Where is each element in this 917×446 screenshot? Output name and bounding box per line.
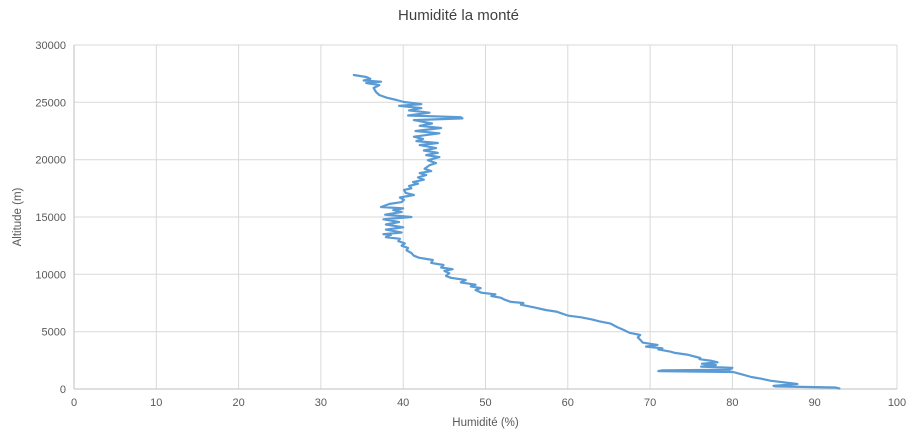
y-tick-label: 5000 xyxy=(42,327,66,339)
x-tick-label: 80 xyxy=(726,397,738,409)
x-tick-label: 40 xyxy=(397,397,409,409)
x-tick-label: 0 xyxy=(71,397,77,409)
x-tick-label: 70 xyxy=(644,397,656,409)
x-tick-labels: 0 10 20 30 40 50 60 70 80 90 100 xyxy=(71,397,906,409)
y-tick-label: 30000 xyxy=(35,40,66,52)
x-axis-title: Humidité (%) xyxy=(452,417,519,429)
y-tick-label: 25000 xyxy=(35,97,66,109)
x-tick-label: 100 xyxy=(888,397,906,409)
x-tick-label: 20 xyxy=(232,397,244,409)
y-tick-label: 20000 xyxy=(35,155,66,167)
x-tick-label: 30 xyxy=(315,397,327,409)
x-tick-label: 90 xyxy=(809,397,821,409)
humidity-profile-line xyxy=(352,73,841,390)
x-tick-label: 60 xyxy=(562,397,574,409)
y-tick-labels: 0 5000 10000 15000 20000 25000 30000 xyxy=(35,40,66,396)
y-tick-label: 15000 xyxy=(35,212,66,224)
gridlines xyxy=(74,44,898,389)
y-tick-label: 10000 xyxy=(35,269,66,281)
y-tick-label: 0 xyxy=(60,384,66,396)
x-tick-label: 50 xyxy=(479,397,491,409)
chart-title: Humidité la monté xyxy=(398,7,519,24)
x-tick-label: 10 xyxy=(150,397,162,409)
